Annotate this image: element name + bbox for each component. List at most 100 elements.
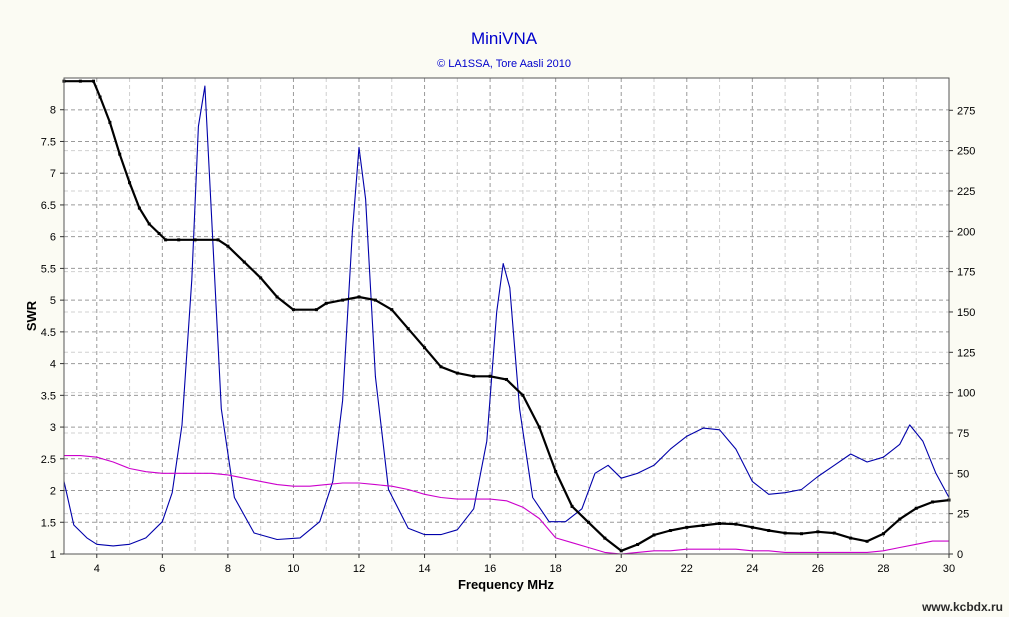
x-tick-label: 14: [418, 563, 430, 575]
series-0-point: [554, 469, 558, 473]
series-0-point: [586, 520, 590, 524]
series-0-point: [291, 308, 295, 312]
y2-tick-label: 275: [957, 105, 975, 117]
series-0-point: [767, 529, 771, 533]
series-0-point: [137, 206, 141, 210]
series-0-point: [816, 530, 820, 534]
series-0-point: [78, 79, 82, 83]
series-0-point: [357, 295, 361, 299]
x-tick-label: 10: [287, 563, 299, 575]
series-0-point: [931, 500, 935, 504]
y-tick-label: 7.5: [41, 136, 56, 148]
y2-tick-label: 50: [957, 468, 969, 480]
series-0-point: [92, 79, 95, 83]
y-tick-label: 1: [50, 549, 56, 561]
y-tick-label: 5.5: [41, 263, 56, 275]
series-0-point: [570, 504, 574, 508]
series-0-point: [914, 506, 918, 510]
y-tick-label: 1.5: [41, 517, 56, 529]
y2-tick-label: 25: [957, 509, 969, 521]
grid-lines: [63, 78, 949, 555]
y-tick-label: 8: [50, 105, 56, 117]
series-0-point: [734, 522, 738, 526]
series-0-point: [341, 298, 345, 302]
y2-tick-label: 0: [957, 549, 963, 561]
x-tick-label: 28: [877, 563, 889, 575]
y-axis-label: SWR: [24, 300, 39, 331]
y-tick-label: 5: [50, 295, 56, 307]
watermark: www.kcbdx.ru: [921, 600, 1003, 614]
chart-title: MiniVNA: [471, 29, 538, 48]
series-0-point: [226, 244, 230, 248]
series-0-point: [128, 181, 132, 185]
series-1-line: [63, 85, 950, 547]
series-0-point: [652, 533, 656, 537]
series-0-point: [314, 308, 318, 312]
y-tick-label: 2.5: [41, 454, 56, 466]
series-0-point: [505, 377, 508, 381]
series-0-point: [701, 523, 705, 527]
series-0-point: [832, 531, 836, 535]
series-0-point: [750, 525, 754, 529]
y2-tick-label: 175: [957, 267, 975, 279]
series-0-point: [275, 295, 279, 299]
series-0-point: [619, 549, 623, 553]
y-tick-label: 4: [50, 359, 56, 371]
y-tick-label: 7: [50, 168, 56, 180]
series-0-point: [718, 522, 722, 526]
y-tick-label: 2: [50, 486, 56, 498]
x-tick-label: 24: [746, 563, 758, 575]
x-tick-label: 12: [353, 563, 365, 575]
series-0-point: [455, 371, 459, 375]
series-0-point: [668, 529, 672, 533]
x-tick-label: 16: [484, 563, 496, 575]
x-tick-label: 6: [159, 563, 165, 575]
y2-tick-label: 200: [957, 226, 975, 238]
x-axis-label: Frequency MHz: [458, 577, 555, 592]
chart-subtitle: © LA1SSA, Tore Aasli 2010: [437, 58, 571, 70]
x-tick-label: 22: [681, 563, 693, 575]
series-0-point: [423, 346, 427, 350]
series-0-point: [685, 525, 689, 529]
series-0-point: [603, 536, 607, 540]
series-0-point: [98, 95, 102, 99]
series-0-point: [472, 374, 476, 378]
series-0-point: [390, 308, 394, 312]
series-0-point: [193, 238, 197, 242]
plot-frame: [63, 77, 950, 555]
y2-tick-label: 150: [957, 307, 975, 319]
series-0-point: [783, 531, 787, 535]
series-0-point: [898, 517, 902, 521]
series-0-point: [373, 298, 377, 302]
y2-tick-label: 125: [957, 347, 975, 359]
y2-tick-label: 75: [957, 428, 969, 440]
series-0-point: [164, 238, 168, 242]
series-0-point: [259, 276, 263, 280]
series-0-point: [521, 393, 525, 397]
y-tick-label: 6.5: [41, 200, 56, 212]
series-0-point: [488, 374, 492, 378]
series-0-point: [439, 365, 443, 369]
series-0-point: [242, 260, 246, 264]
series-0-point: [881, 532, 885, 536]
x-tick-label: 30: [943, 563, 955, 575]
series-0-point: [406, 327, 410, 331]
series-0-point: [324, 301, 328, 305]
y-tick-label: 6: [50, 232, 56, 244]
series-0-point: [537, 425, 541, 429]
series-0-point: [157, 231, 161, 235]
ticks-layer: 4 6 8 10 12 14 16 18 20 22 24 26 28 30 1 1.5 2 2.5 3 3.5 4 4.…: [41, 105, 976, 575]
series-0-point: [216, 238, 220, 242]
y2-tick-label: 100: [957, 388, 975, 400]
series-0-point: [108, 120, 112, 124]
plot-area: [64, 78, 949, 554]
y-tick-label: 3.5: [41, 390, 56, 402]
x-tick-label: 4: [94, 563, 100, 575]
series-0-point: [147, 222, 151, 226]
series-0-point: [800, 532, 803, 536]
series-layer: [62, 79, 951, 555]
y2-tick-label: 225: [957, 186, 975, 198]
y2-tick-label: 250: [957, 146, 975, 158]
series-2-line: [64, 455, 949, 555]
